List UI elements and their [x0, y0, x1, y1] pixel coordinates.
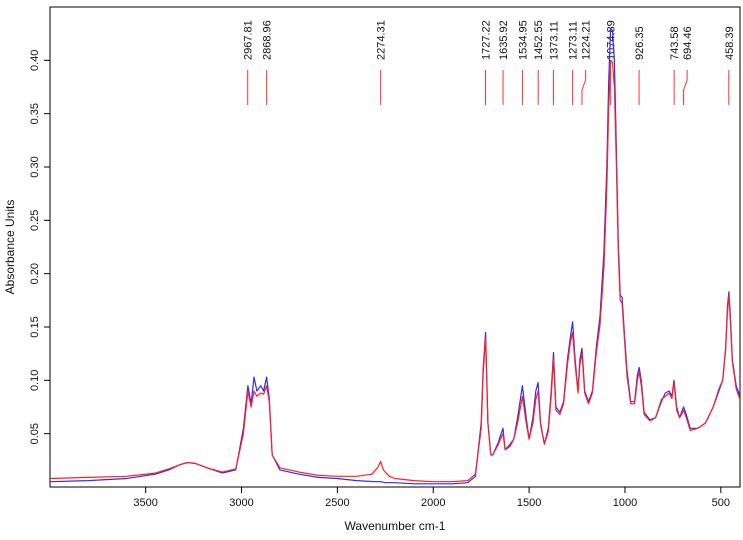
y-axis: 0.05 0.10 0.15 0.20 0.25 0.30 0.35 0.40 [29, 50, 50, 444]
peak-label: 1534.95 [517, 20, 529, 60]
spectrum-line-red [50, 59, 740, 483]
y-tick-label: 0.15 [29, 316, 41, 337]
plot-frame [49, 6, 741, 488]
x-tick-label: 2000 [421, 497, 445, 509]
peak-label: 743.58 [669, 26, 681, 60]
y-tick-label: 0.20 [29, 263, 41, 284]
peak-label: 2967.81 [243, 20, 255, 60]
peak-label: 926.35 [634, 26, 646, 60]
peak-label: 1373.11 [548, 21, 560, 60]
y-tick-label: 0.05 [29, 423, 41, 444]
x-tick-label: 1000 [613, 497, 637, 509]
peak-label: 1727.22 [481, 20, 493, 60]
y-tick-label: 0.40 [29, 50, 41, 71]
peak-label: 2274.31 [376, 20, 388, 60]
x-tick-label: 1500 [517, 497, 541, 509]
peak-label: 1224.21 [581, 20, 593, 60]
x-tick-label: 3500 [133, 497, 157, 509]
peak-label: 1635.92 [498, 20, 510, 60]
y-tick-label: 0.10 [29, 370, 41, 391]
peak-label: 1273.11 [568, 21, 580, 60]
peak-markers: 2967.81 2868.96 2274.31 1727.22 1635.92 1534.… [243, 20, 736, 105]
peak-marker-line [581, 70, 587, 105]
peak-label: 694.46 [682, 26, 694, 60]
peak-label: 1074.89 [606, 20, 618, 60]
x-tick-label: 500 [712, 497, 730, 509]
x-axis-title: Wavenumber cm-1 [345, 519, 446, 533]
peak-label: 458.39 [724, 26, 736, 60]
peak-marker-line [683, 70, 688, 105]
y-tick-label: 0.25 [29, 210, 41, 231]
x-tick-label: 3000 [229, 497, 253, 509]
y-tick-label: 0.30 [29, 156, 41, 177]
peak-label: 2868.96 [262, 20, 274, 60]
series-layer [50, 27, 740, 485]
x-tick-label: 2500 [325, 497, 349, 509]
y-axis-title: Absorbance Units [3, 200, 17, 295]
x-axis: 3500 3000 2500 2000 1500 1000 500 [133, 487, 730, 509]
y-tick-label: 0.35 [29, 103, 41, 124]
peak-label: 1452.55 [533, 20, 545, 60]
